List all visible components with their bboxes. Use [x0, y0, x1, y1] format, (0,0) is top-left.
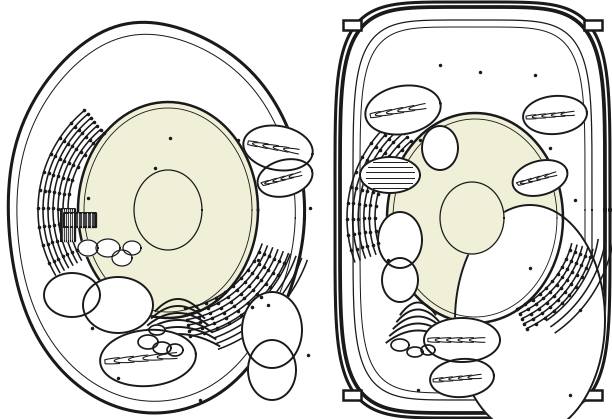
Polygon shape	[242, 292, 302, 368]
Polygon shape	[407, 347, 423, 357]
Polygon shape	[244, 126, 313, 171]
Polygon shape	[422, 126, 458, 170]
Polygon shape	[513, 160, 567, 196]
Polygon shape	[134, 170, 202, 250]
Polygon shape	[421, 345, 435, 355]
Polygon shape	[83, 277, 153, 333]
Polygon shape	[78, 240, 98, 256]
Polygon shape	[430, 359, 494, 397]
Polygon shape	[123, 241, 141, 255]
Polygon shape	[258, 159, 313, 197]
FancyBboxPatch shape	[343, 20, 361, 30]
Polygon shape	[100, 330, 196, 386]
Polygon shape	[248, 340, 296, 400]
Polygon shape	[64, 213, 96, 227]
Polygon shape	[112, 250, 132, 266]
Polygon shape	[149, 325, 165, 335]
Polygon shape	[378, 212, 422, 268]
Polygon shape	[382, 258, 418, 302]
Polygon shape	[78, 102, 258, 318]
Polygon shape	[440, 182, 504, 254]
FancyBboxPatch shape	[584, 20, 602, 30]
Polygon shape	[387, 113, 563, 323]
Polygon shape	[9, 22, 305, 413]
FancyBboxPatch shape	[343, 390, 361, 400]
Polygon shape	[44, 273, 100, 317]
Polygon shape	[360, 157, 420, 193]
Polygon shape	[523, 96, 587, 134]
Polygon shape	[138, 335, 158, 349]
Polygon shape	[365, 85, 441, 134]
Polygon shape	[96, 239, 120, 257]
Polygon shape	[391, 339, 409, 351]
FancyBboxPatch shape	[584, 390, 602, 400]
Polygon shape	[167, 344, 183, 356]
Polygon shape	[424, 318, 500, 362]
Polygon shape	[61, 209, 75, 241]
Polygon shape	[153, 342, 171, 354]
Polygon shape	[455, 205, 605, 419]
Polygon shape	[340, 7, 605, 413]
